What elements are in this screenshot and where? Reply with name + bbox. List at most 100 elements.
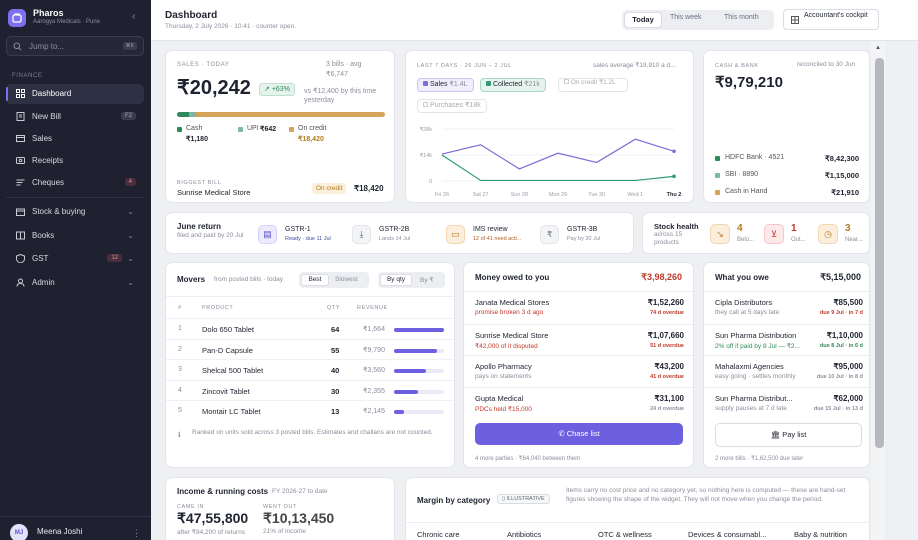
credit-tag: On credit <box>312 183 347 194</box>
cash-label: CASH & BANK <box>715 63 759 69</box>
payable-row[interactable]: Cipla Distributors they call at 5 days la… <box>704 292 869 323</box>
change-badge: ↗ +63% <box>259 83 295 96</box>
owed-row[interactable]: Janata Medical Stores promise broken 3 d … <box>464 292 693 323</box>
chip-value: ₹1.4L <box>449 81 468 88</box>
category-baby-nutrition: Baby & nutrition <box>794 530 847 539</box>
stock-out[interactable]: ⊻ 1 Out... <box>764 223 814 247</box>
sidebar-item-stock[interactable]: Stock & buying ⌄ <box>6 202 144 222</box>
party-name: Sunrise Medical Store <box>475 330 549 340</box>
stock-below-min[interactable]: ↘ 4 Belo... <box>710 223 760 247</box>
table-row[interactable]: 2 Pan-D Capsule 55 ₹9,790 <box>166 338 454 359</box>
party-amount: ₹31,100 <box>654 393 684 403</box>
avatar[interactable]: MJ <box>10 524 28 540</box>
toggle-by-value[interactable]: By ₹ <box>420 277 434 284</box>
search-box[interactable]: Jump to... ⌘K <box>6 36 144 56</box>
chip-purchases[interactable]: Purchases ₹18k <box>417 99 487 113</box>
payable-row[interactable]: Mahalaxmi Agencies easy going · settles m… <box>704 355 869 386</box>
sidebar-item-receipts[interactable]: Receipts <box>6 151 144 171</box>
party-amount: ₹43,200 <box>654 362 684 371</box>
col-rank: # <box>178 305 182 311</box>
tab-this-month[interactable]: This month <box>724 14 759 21</box>
stock-health-strip: Stock health across 15 products ↘ 4 Belo… <box>642 212 870 254</box>
return-gstr1[interactable]: ▤ GSTR-1 Ready · due 11 Jul <box>258 223 348 247</box>
pay-list-button[interactable]: 🏛 Pay list <box>715 423 862 447</box>
row-revenue: ₹3,560 <box>363 367 385 374</box>
chase-list-button[interactable]: ✆ Chase list <box>475 423 683 445</box>
owed-row[interactable]: Apollo Pharmacy pays on statements ₹43,200… <box>464 355 693 386</box>
chip-label: On credit <box>570 79 598 86</box>
table-row[interactable]: 5 Montair LC Tablet 13 ₹2,145 <box>166 400 454 420</box>
supplier-note: 2% off if paid by 8 Jul — ₹2... <box>715 342 800 350</box>
supplier-note: easy going · settles monthly <box>715 373 796 380</box>
scrollbar-thumb[interactable] <box>875 58 884 448</box>
toggle-best[interactable]: Best <box>301 274 329 286</box>
stock-near-expiry[interactable]: ◷ 3 Near... <box>818 223 868 247</box>
series-line-collected <box>441 154 675 182</box>
movers-card: Movers from posted bills · today Best Sl… <box>165 262 455 468</box>
bank-row[interactable]: HDFC Bank · 4521 ₹8,42,300 <box>704 153 869 165</box>
tab-this-week[interactable]: This week <box>670 14 702 21</box>
app-logo[interactable] <box>8 9 26 27</box>
biggest-bill-value: ₹18,420 <box>354 184 384 193</box>
biggest-bill-label: BIGGEST BILL <box>177 180 222 186</box>
sidebar-item-cheques[interactable]: Cheques 4 <box>6 173 144 193</box>
sidebar-item-sales[interactable]: Sales <box>6 129 144 149</box>
supplier-name: Sun Pharma Distribution <box>715 330 797 340</box>
came-in-sub: after ₹84,200 of returns <box>177 529 246 536</box>
sidebar-item-gst[interactable]: GST 12 ⌄ <box>6 249 144 269</box>
return-gstr3b[interactable]: ₹ GSTR-3B Pay by 20 Jul <box>540 223 630 247</box>
row-product: Shelcal 500 Tablet <box>202 366 264 375</box>
sidebar-item-books[interactable]: Books ⌄ <box>6 226 144 246</box>
more-icon[interactable]: ⋮ <box>132 528 141 538</box>
payable-row[interactable]: Sun Pharma Distribut... supply pauses at … <box>704 386 869 418</box>
chip-on-credit[interactable]: On credit ₹1.2L <box>558 78 628 92</box>
return-ims[interactable]: ▭ IMS review 12 of 41 need acti... <box>446 223 538 247</box>
row-revenue: ₹2,355 <box>363 387 385 395</box>
toggle-by-qty[interactable]: By qty <box>380 274 412 286</box>
bank-row[interactable]: Cash in Hand ₹21,910 <box>704 187 869 199</box>
tag-label: ILLUSTRATIVE <box>506 496 545 502</box>
toggle-slowest[interactable]: Slowest <box>335 276 358 283</box>
app-name: Pharos <box>33 8 64 18</box>
sidebar-item-admin[interactable]: Admin ⌄ <box>6 273 144 293</box>
return-gstr2b[interactable]: ⤓ GSTR-2B Lands 14 Jul <box>352 223 442 247</box>
movers-header-divider <box>166 296 454 297</box>
chip-collected[interactable]: Collected ₹21k <box>480 78 546 92</box>
revenue-bar <box>394 348 437 353</box>
trend-down-icon: ↘ <box>710 224 730 244</box>
bank-row[interactable]: SBI · 8890 ₹1,15,000 <box>704 170 869 182</box>
category-chronic-care: Chronic care <box>417 530 460 539</box>
payable-row[interactable]: Sun Pharma Distribution 2% off if paid by… <box>704 323 869 355</box>
scroll-up-icon[interactable]: ▲ <box>875 45 881 51</box>
collapse-sidebar-icon[interactable]: ‹ <box>132 11 136 22</box>
bank-value: ₹21,910 <box>831 188 859 197</box>
col-qty: QTY <box>327 305 341 311</box>
owed-row[interactable]: Gupta Medical PDCs held ₹15,000 ₹31,100 24 … <box>464 386 693 418</box>
shortcut-badge: F2 <box>120 112 136 120</box>
sales-icon <box>16 134 25 143</box>
sidebar-item-new-bill[interactable]: New Bill F2 <box>6 107 144 127</box>
table-row[interactable]: 3 Shelcal 500 Tablet 40 ₹3,560 <box>166 359 454 379</box>
party-name: Apollo Pharmacy <box>475 362 532 371</box>
chip-sales[interactable]: Sales ₹1.4L <box>417 78 474 92</box>
table-row[interactable]: 4 Zincovit Tablet 30 ₹2,355 <box>166 379 454 400</box>
sidebar-item-dashboard[interactable]: Dashboard <box>6 84 144 104</box>
biggest-bill-name[interactable]: Sunrise Medical Store <box>177 188 251 197</box>
bank-name: HDFC Bank · 4521 <box>725 154 785 161</box>
tab-today[interactable]: Today <box>624 12 662 28</box>
qty-value-toggle: By qty By ₹ <box>378 272 445 288</box>
accountant-cockpit-button[interactable]: Accountant's cockpit <box>783 9 879 30</box>
x-tick-label: Wed 1 <box>627 192 643 198</box>
sidebar-item-label: Stock & buying <box>32 207 86 216</box>
change-value: +63% <box>271 86 290 93</box>
owed-row[interactable]: Sunrise Medical Store ₹42,000 of it dispu… <box>464 323 693 355</box>
grid-icon <box>16 89 25 98</box>
table-row[interactable]: 1 Dolo 650 Tablet 64 ₹1,664 <box>166 318 454 338</box>
category-antibiotics: Antibiotics <box>507 530 542 539</box>
stock-item-label: Near... <box>845 237 863 243</box>
page-title: Dashboard <box>165 10 218 21</box>
bank-value: ₹1,15,000 <box>825 171 859 180</box>
period-tabs: Today This week This month <box>622 10 774 30</box>
app-org: Aarogya Medicals · Pune <box>33 19 101 25</box>
row-rank: 2 <box>178 345 182 353</box>
